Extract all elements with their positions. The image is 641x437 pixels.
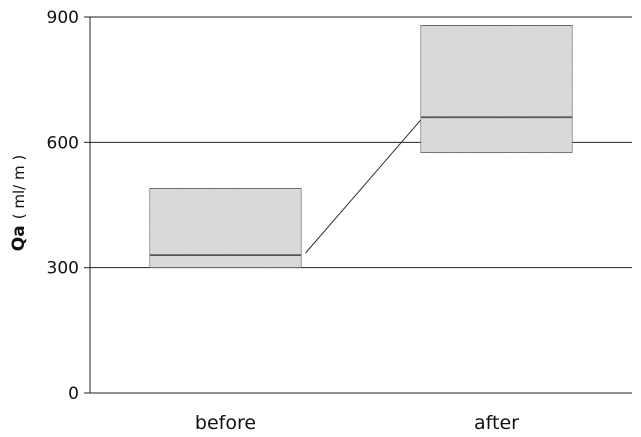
y-tick-label: 0	[68, 384, 79, 404]
y-tick-label: 900	[47, 8, 79, 28]
labels: 0 300 600 900 before after Qa ( ml/ m )	[9, 8, 519, 434]
boxes	[148, 24, 574, 269]
y-tick-label: 300	[47, 259, 79, 279]
median-connector-line	[305, 119, 421, 254]
y-axis-label-name: Qa	[9, 225, 29, 251]
y-tick-label: 600	[47, 133, 79, 153]
box-after	[419, 24, 574, 154]
y-axis-label: Qa ( ml/ m )	[9, 155, 29, 251]
axes	[84, 16, 632, 394]
x-category-label: after	[474, 412, 519, 434]
x-category-label: before	[195, 412, 256, 434]
y-axis-label-unit: ( ml/ m )	[10, 155, 28, 219]
